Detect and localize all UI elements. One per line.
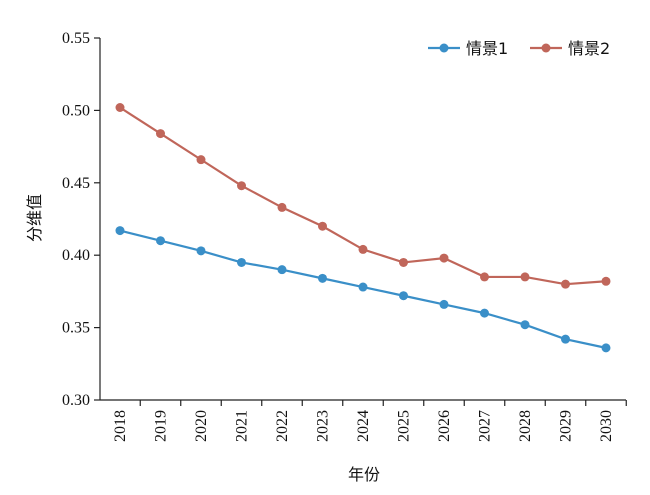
y-tick-label: 0.40 <box>62 247 90 264</box>
data-point <box>561 334 570 344</box>
x-axis-ticks: 2018 2019 2020 2021 2022 2023 2024 2025 2026 2027… <box>112 400 627 442</box>
x-tick-label: 2022 <box>274 410 291 442</box>
legend-marker <box>439 43 449 53</box>
data-point <box>318 221 327 231</box>
series-group <box>115 103 611 353</box>
y-axis-ticks: 0.30 0.35 0.40 0.45 0.50 0.55 <box>62 30 100 409</box>
legend-marker <box>541 43 551 53</box>
data-point <box>561 279 570 289</box>
data-point <box>520 272 530 282</box>
data-point <box>480 272 489 282</box>
legend: 情景1 情景2 <box>428 39 610 58</box>
data-point <box>196 246 206 256</box>
series-2 <box>115 103 611 289</box>
x-tick-label: 2021 <box>234 410 251 442</box>
y-tick-label: 0.30 <box>62 392 90 409</box>
x-tick-label: 2019 <box>153 410 170 442</box>
data-point <box>277 202 287 212</box>
data-point <box>399 291 408 301</box>
data-point <box>237 257 246 267</box>
x-tick-label: 2024 <box>355 410 372 442</box>
x-tick-label: 2027 <box>477 410 494 442</box>
y-tick-label: 0.50 <box>62 102 90 119</box>
y-tick-label: 0.35 <box>62 320 90 337</box>
series-1 <box>115 226 611 353</box>
x-axis-title: 年份 <box>348 465 380 484</box>
x-tick-label: 2026 <box>436 410 453 442</box>
x-tick-label: 2018 <box>112 410 129 442</box>
legend-label: 情景2 <box>568 39 610 58</box>
x-tick-label: 2020 <box>193 410 210 442</box>
x-tick-label: 2028 <box>517 410 534 442</box>
data-point <box>520 320 530 330</box>
x-tick-label: 2029 <box>558 410 575 442</box>
data-point <box>156 129 165 139</box>
data-point <box>115 103 125 113</box>
data-point <box>196 155 206 165</box>
legend-item-2: 情景2 <box>530 39 610 58</box>
data-point <box>237 181 246 191</box>
data-point <box>358 282 368 292</box>
data-point <box>318 273 327 283</box>
data-point <box>277 265 287 275</box>
data-point <box>601 276 611 286</box>
x-tick-label: 2030 <box>598 410 615 442</box>
y-tick-label: 0.45 <box>62 175 90 192</box>
data-point <box>601 343 611 353</box>
data-point <box>399 257 408 267</box>
x-tick-label: 2023 <box>315 410 332 442</box>
legend-label: 情景1 <box>466 39 508 58</box>
x-tick-label: 2025 <box>396 410 413 442</box>
data-point <box>439 299 449 309</box>
data-point <box>156 236 165 246</box>
y-axis-title: 分维值 <box>25 194 44 242</box>
legend-item-1: 情景1 <box>428 39 508 58</box>
data-point <box>480 308 489 318</box>
axes <box>99 38 626 401</box>
data-point <box>358 244 368 254</box>
series-line <box>119 106 607 286</box>
y-tick-label: 0.55 <box>62 30 90 47</box>
data-point <box>439 253 449 263</box>
data-point <box>115 226 125 236</box>
